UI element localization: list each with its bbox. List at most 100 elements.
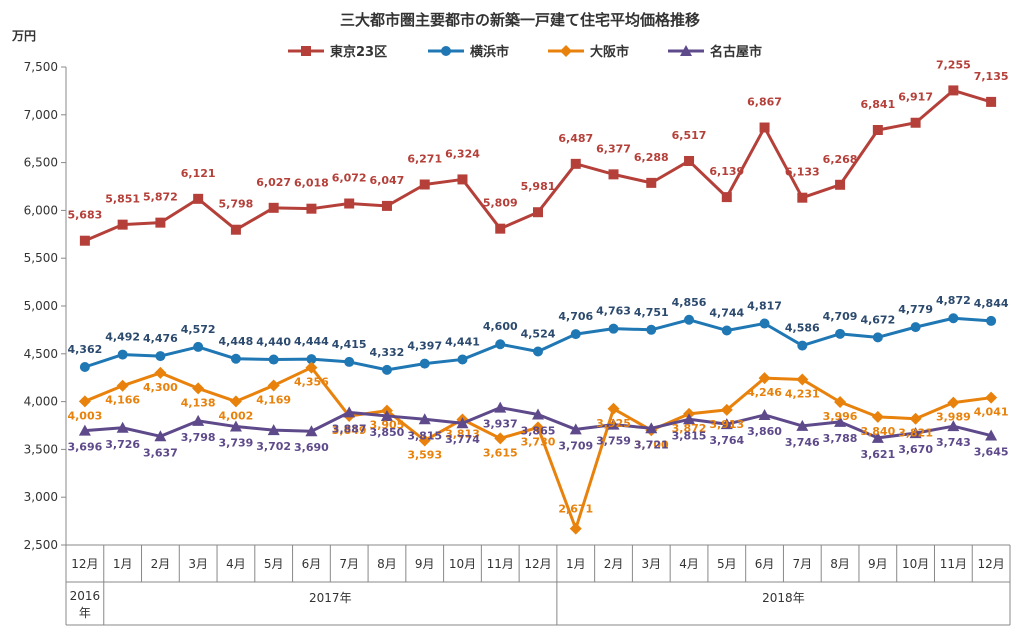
data-point	[154, 430, 167, 442]
x-tick-label: 5月	[717, 557, 737, 571]
data-point	[193, 341, 204, 352]
data-point	[155, 351, 166, 362]
y-tick-label: 5,500	[24, 251, 58, 265]
data-label: 3,615	[483, 446, 518, 459]
data-point	[533, 207, 543, 218]
data-point	[985, 429, 998, 441]
x-tick-label: 7月	[792, 557, 812, 571]
data-label: 3,721	[634, 438, 669, 451]
y-tick-label: 7,000	[24, 108, 58, 122]
data-label: 6,867	[747, 96, 782, 109]
data-label: 6,047	[370, 174, 405, 187]
x-tick-label: 12月	[71, 557, 98, 571]
data-label: 4,763	[596, 305, 631, 318]
data-point	[117, 349, 128, 360]
data-point	[985, 391, 998, 404]
data-label: 3,813	[445, 427, 480, 440]
x-tick-label: 4月	[679, 557, 699, 571]
data-point	[947, 420, 960, 432]
data-point	[381, 364, 392, 375]
data-point	[116, 421, 129, 433]
data-label: 4,441	[445, 335, 480, 348]
data-point	[229, 420, 242, 432]
data-label: 3,702	[256, 440, 291, 453]
data-label: 4,002	[219, 409, 254, 422]
data-point	[720, 418, 733, 430]
data-label: 6,139	[709, 165, 744, 178]
data-point	[721, 192, 732, 203]
data-label: 3,645	[974, 446, 1009, 459]
data-label: 3,709	[558, 439, 593, 452]
data-label: 7,255	[936, 58, 971, 71]
data-point	[835, 179, 846, 190]
x-tick-label: 9月	[415, 557, 435, 571]
data-label: 3,996	[823, 410, 858, 423]
data-label: 3,989	[936, 411, 971, 424]
data-point	[948, 313, 959, 324]
legend-marker	[441, 46, 451, 56]
data-label: 3,849	[332, 424, 367, 437]
y-tick-label: 4,500	[24, 347, 58, 361]
data-point	[494, 432, 507, 445]
data-point	[155, 217, 166, 228]
data-label: 6,271	[407, 152, 442, 165]
data-point	[871, 431, 884, 443]
data-label: 4,356	[294, 376, 329, 389]
data-label: 4,706	[558, 310, 593, 323]
data-label: 4,524	[521, 328, 556, 341]
data-label: 4,041	[974, 406, 1009, 419]
data-point	[267, 379, 280, 392]
data-label: 3,913	[709, 418, 744, 431]
data-point	[344, 198, 355, 209]
legend-label: 東京23区	[330, 44, 387, 60]
series-layer	[78, 85, 998, 535]
data-point	[797, 192, 808, 203]
data-label: 4,709	[823, 310, 858, 323]
data-label: 4,586	[785, 322, 820, 335]
data-label: 5,981	[521, 180, 556, 193]
data-label: 5,683	[67, 209, 102, 222]
data-label: 3,759	[596, 435, 631, 448]
data-point	[684, 155, 695, 166]
x-tick-label: 5月	[264, 557, 284, 571]
data-point	[646, 324, 657, 335]
data-point	[192, 414, 205, 426]
data-label: 3,739	[219, 437, 254, 450]
y-tick-label: 5,000	[24, 299, 58, 313]
data-label: 4,856	[672, 296, 707, 309]
data-label: 3,621	[860, 448, 895, 461]
data-label: 4,492	[105, 331, 140, 344]
x-tick-label: 3月	[641, 557, 661, 571]
data-label: 4,440	[256, 336, 291, 349]
year-group-label: 2017年	[309, 591, 352, 605]
y-tick-label: 6,500	[24, 156, 58, 170]
data-point	[418, 413, 431, 425]
x-tick-label: 4月	[226, 557, 246, 571]
data-point	[646, 177, 657, 188]
data-label: 4,246	[747, 386, 782, 399]
data-point	[796, 419, 809, 431]
data-point	[834, 395, 847, 408]
data-point	[684, 314, 695, 325]
data-label: 3,798	[181, 431, 216, 444]
data-point	[645, 422, 658, 434]
data-point	[910, 117, 921, 128]
data-label: 6,268	[823, 153, 858, 166]
data-label: 4,415	[332, 338, 367, 351]
axes: 2,500 3,000 3,500 4,000 4,500 5,000 5,500 6,000…	[24, 60, 1011, 626]
data-label: 4,362	[67, 343, 102, 356]
x-tick-label: 10月	[449, 557, 476, 571]
data-label: 4,332	[370, 346, 405, 359]
data-label: 4,744	[709, 306, 744, 319]
legend-marker	[560, 45, 572, 57]
data-label: 3,743	[936, 436, 971, 449]
data-label: 3,670	[898, 443, 933, 456]
data-label: 4,003	[67, 409, 102, 422]
year-group-label: 2016 年	[70, 589, 101, 620]
data-point	[495, 223, 506, 234]
data-label: 3,840	[860, 425, 895, 438]
data-label: 3,821	[898, 427, 933, 440]
data-point	[570, 329, 581, 340]
data-label: 3,593	[407, 449, 442, 462]
